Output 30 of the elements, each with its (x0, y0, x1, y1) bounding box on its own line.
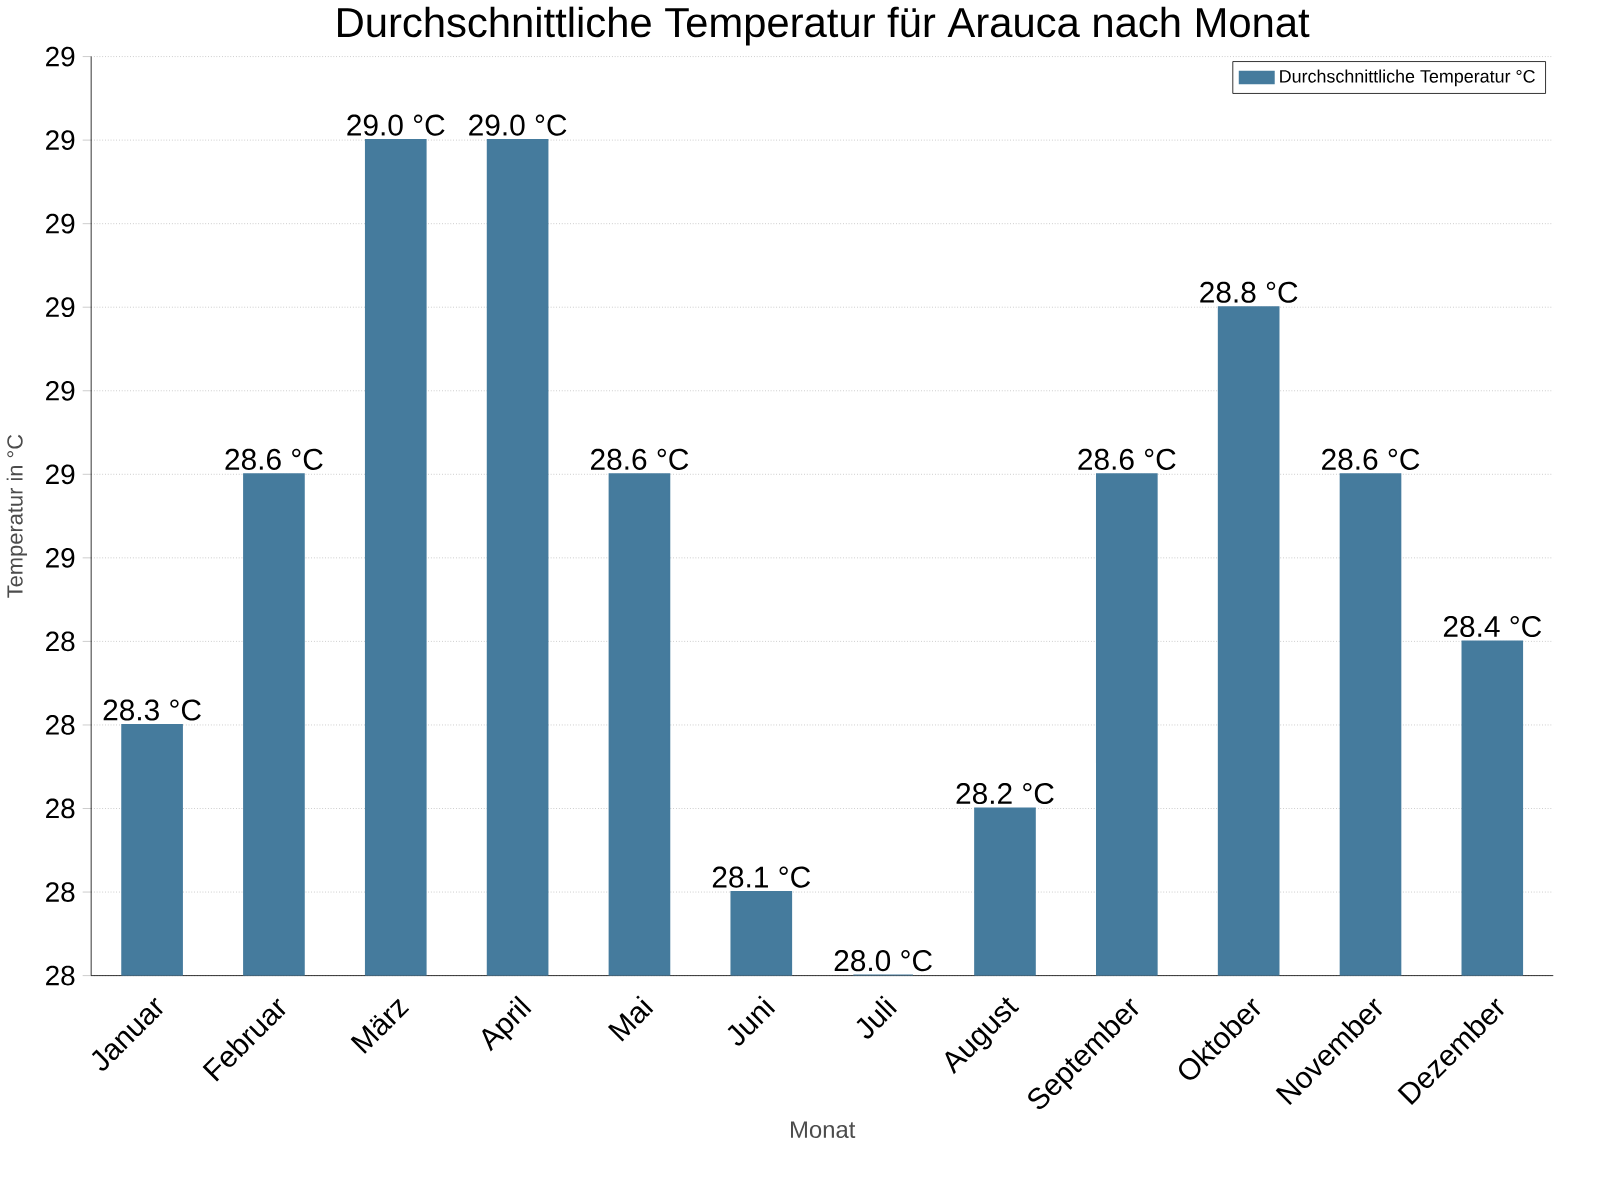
y-tick-label: 29 (46, 547, 75, 568)
y-tick-label: 29 (46, 380, 75, 401)
y-tick-label: 29 (46, 130, 75, 150)
chart-title: Durchschnittliche Temperatur für Arauca nach Monat (338, 6, 1310, 46)
data-label: 28.6 °C (1322, 448, 1420, 470)
x-tick-label: Mai (607, 995, 654, 1042)
y-tick-label: 29 (46, 297, 75, 317)
y-tick-label: 28 (46, 798, 75, 819)
data-label: 28.6 °C (225, 448, 323, 470)
data-label: 28.4 °C (1443, 615, 1542, 637)
data-label: 29.0 °C (347, 114, 445, 136)
y-tick-label: 28 (46, 631, 75, 652)
y-tick-label: 28 (46, 714, 75, 735)
data-label: 28.6 °C (591, 448, 689, 470)
legend-label: Durchschnittliche Temperatur °C (1280, 69, 1535, 87)
y-tick-label: 29 (46, 46, 75, 67)
data-label: 28.0 °C (834, 949, 932, 972)
y-tick-label: 29 (46, 213, 75, 234)
x-tick-label: Juli (856, 995, 898, 1039)
data-label: 28.3 °C (103, 699, 201, 721)
y-axis-title: Temperatur in °C (6, 434, 28, 598)
y-tick-label: 29 (46, 464, 75, 484)
data-label: 28.6 °C (1078, 448, 1176, 470)
data-label: 28.8 °C (1200, 281, 1298, 303)
x-axis-title: Monat (791, 1121, 856, 1138)
data-label: 28.1 °C (712, 866, 811, 888)
data-label: 29.0 °C (469, 114, 567, 136)
data-label: 28.2 °C (956, 782, 1054, 804)
y-tick-label: 28 (46, 881, 75, 902)
y-tick-label: 28 (46, 965, 75, 986)
